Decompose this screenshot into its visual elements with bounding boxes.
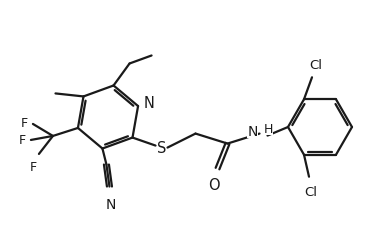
Text: F: F — [21, 117, 28, 130]
Text: N: N — [105, 197, 116, 211]
Text: Cl: Cl — [305, 185, 317, 198]
Text: N: N — [144, 95, 155, 110]
Text: Cl: Cl — [310, 59, 323, 72]
Text: F: F — [30, 160, 37, 173]
Text: S: S — [157, 140, 166, 155]
Text: H: H — [264, 122, 273, 136]
Text: O: O — [208, 177, 219, 192]
Text: N: N — [247, 124, 258, 138]
Text: F: F — [19, 134, 26, 147]
